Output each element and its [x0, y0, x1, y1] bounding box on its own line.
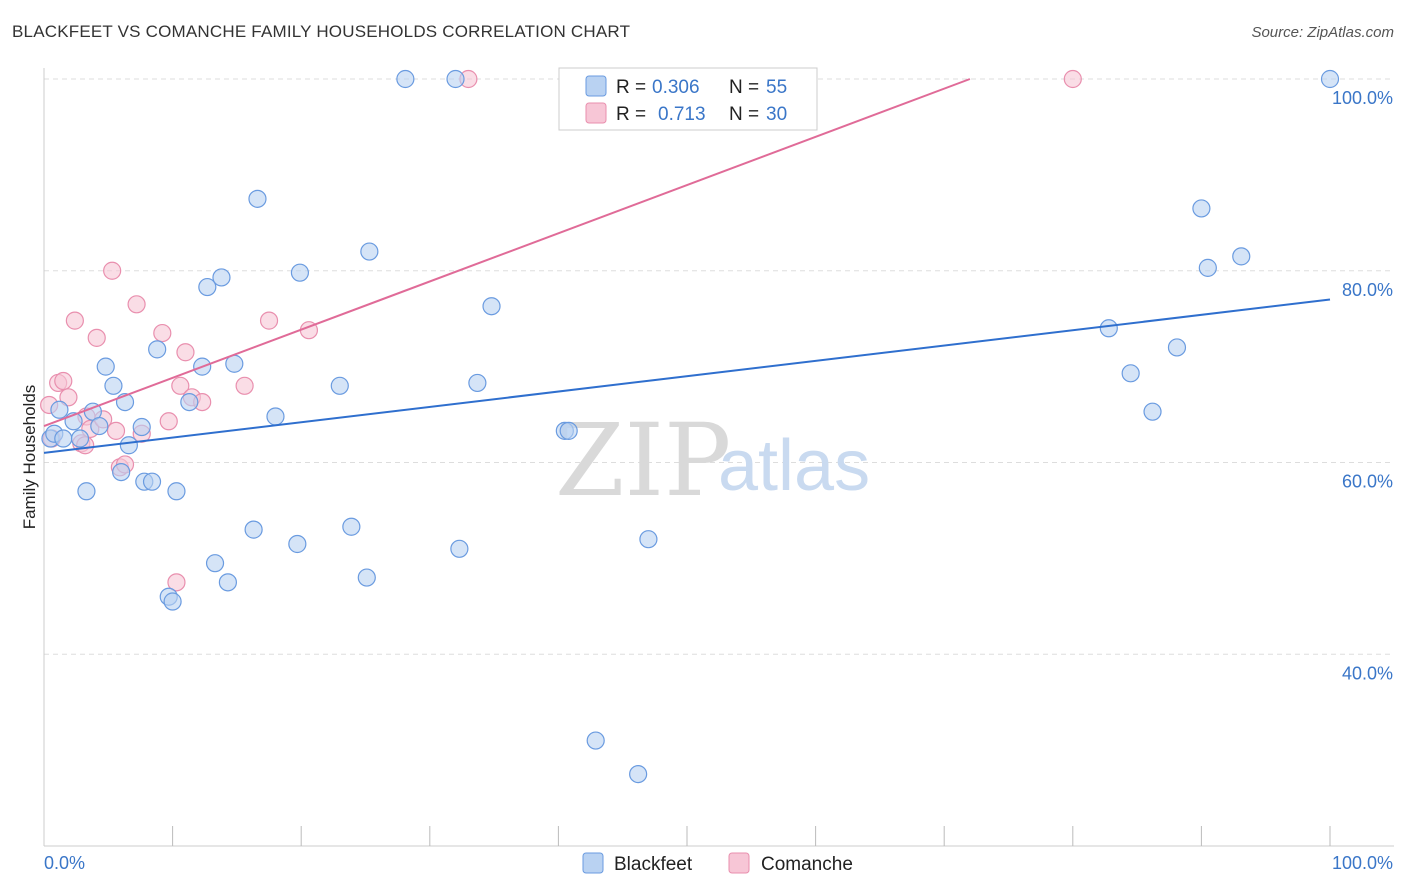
- blackfeet-point-30: [290, 263, 310, 282]
- blackfeet-point-54: [70, 429, 90, 448]
- comanche-r-value: 0.713: [658, 104, 706, 125]
- blackfeet-point-41: [559, 421, 578, 440]
- blackfeet-point-12: [132, 417, 151, 437]
- blackfeet-r-value: 0.306: [652, 77, 700, 98]
- blackfeet-point-5: [77, 482, 96, 501]
- blackfeet-point-7: [90, 416, 109, 436]
- comanche-point-3: [54, 371, 73, 391]
- blackfeet-point-53: [112, 462, 131, 482]
- y-tick-label-60: 60.0%: [1342, 472, 1393, 492]
- blackfeet-trend-line: [43, 298, 1331, 454]
- blackfeet-point-23: [212, 268, 231, 287]
- blackfeet-point-31: [330, 376, 349, 395]
- comanche-n-label: N =: [729, 104, 759, 125]
- blackfeet-point-47: [1143, 402, 1162, 421]
- comanche-point-9: [87, 328, 106, 347]
- comanche-trend-line: [43, 78, 971, 428]
- blackfeet-point-42: [586, 731, 605, 750]
- blackfeet-point-44: [639, 530, 658, 549]
- blackfeet-point-26: [244, 520, 263, 539]
- comanche-legend-swatch: [585, 102, 607, 124]
- blackfeet-legend-swatch: [585, 75, 607, 97]
- blackfeet-point-49: [1192, 199, 1211, 218]
- comanche-n-value: 30: [766, 104, 787, 125]
- blackfeet-point-51: [1232, 247, 1251, 266]
- blackfeet-point-48: [1167, 338, 1187, 357]
- chart-title: BLACKFEET VS COMANCHE FAMILY HOUSEHOLDS …: [12, 22, 631, 41]
- blackfeet-point-39: [482, 297, 501, 316]
- blackfeet-point-29: [288, 534, 307, 554]
- comanche-point-12: [106, 421, 126, 440]
- blackfeet-point-27: [248, 189, 267, 208]
- blackfeet-points: [41, 69, 1340, 784]
- comanche-series-label: Comanche: [761, 854, 853, 875]
- y-axis-title: Family Households: [20, 385, 39, 530]
- blackfeet-point-17: [163, 592, 182, 611]
- y-tick-label-80: 80.0%: [1342, 280, 1393, 300]
- blackfeet-point-19: [180, 392, 199, 412]
- comanche-point-19: [167, 573, 186, 592]
- blackfeet-point-38: [468, 373, 487, 393]
- blackfeet-point-36: [446, 69, 465, 89]
- blackfeet-series-swatch: [582, 852, 604, 874]
- blackfeet-point-18: [167, 482, 186, 501]
- comanche-point-18: [159, 412, 178, 431]
- blackfeet-point-8: [96, 357, 115, 376]
- blackfeet-point-34: [360, 242, 379, 261]
- comanche-point-21: [176, 343, 195, 362]
- blackfeet-series-label: Blackfeet: [614, 854, 693, 875]
- blackfeet-point-45: [1099, 319, 1118, 338]
- y-tick-label-40: 40.0%: [1342, 663, 1393, 683]
- x-tick-label-max: 100.0%: [1332, 853, 1393, 873]
- blackfeet-point-9: [104, 376, 123, 395]
- blackfeet-point-35: [396, 69, 415, 89]
- blackfeet-point-15: [148, 340, 167, 359]
- x-axis-ticks: [172, 826, 1331, 846]
- blackfeet-point-52: [1320, 69, 1340, 89]
- source-label: Source: ZipAtlas.com: [1251, 24, 1394, 41]
- blackfeet-point-21: [198, 277, 217, 297]
- blackfeet-point-14: [142, 472, 162, 491]
- comanche-point-17: [153, 323, 172, 343]
- blackfeet-point-32: [342, 517, 361, 536]
- blackfeet-n-label: N =: [729, 77, 759, 98]
- blackfeet-r-label: R =: [616, 77, 646, 98]
- comanche-point-20: [171, 376, 190, 395]
- comanche-point-28: [1063, 69, 1082, 89]
- blackfeet-point-28: [266, 407, 285, 426]
- blackfeet-point-46: [1121, 364, 1140, 383]
- trend-lines: [43, 78, 1331, 454]
- comanche-point-11: [103, 261, 122, 280]
- blackfeet-point-3: [54, 429, 73, 448]
- y-tick-label-100: 100.0%: [1332, 88, 1393, 108]
- comanche-point-25: [259, 311, 279, 330]
- y-axis-tick-labels: 40.0% 60.0% 80.0% 100.0%: [1332, 88, 1393, 683]
- blackfeet-point-33: [357, 568, 376, 587]
- blackfeet-n-value: 55: [766, 77, 787, 98]
- comanche-series-swatch: [728, 852, 750, 874]
- comanche-point-15: [127, 295, 146, 314]
- blackfeet-point-37: [450, 539, 469, 558]
- blackfeet-point-43: [629, 764, 648, 784]
- blackfeet-point-50: [1198, 258, 1217, 277]
- blackfeet-point-24: [218, 573, 237, 592]
- blackfeet-point-22: [205, 554, 225, 573]
- comanche-point-5: [65, 311, 84, 330]
- blackfeet-point-11: [119, 436, 138, 455]
- comanche-r-label: R =: [616, 104, 646, 125]
- series-legend: Blackfeet Comanche: [582, 852, 853, 875]
- comanche-point-4: [59, 388, 78, 407]
- x-tick-label-min: 0.0%: [44, 853, 85, 873]
- comanche-point-24: [235, 376, 254, 395]
- watermark-atlas: atlas: [718, 426, 870, 506]
- stats-legend: R = 0.306 N = 55 R = 0.713 N = 30: [558, 67, 818, 131]
- watermark-zip: ZIP: [555, 402, 731, 519]
- grid-lines: [44, 78, 1394, 655]
- blackfeet-point-2: [50, 400, 69, 419]
